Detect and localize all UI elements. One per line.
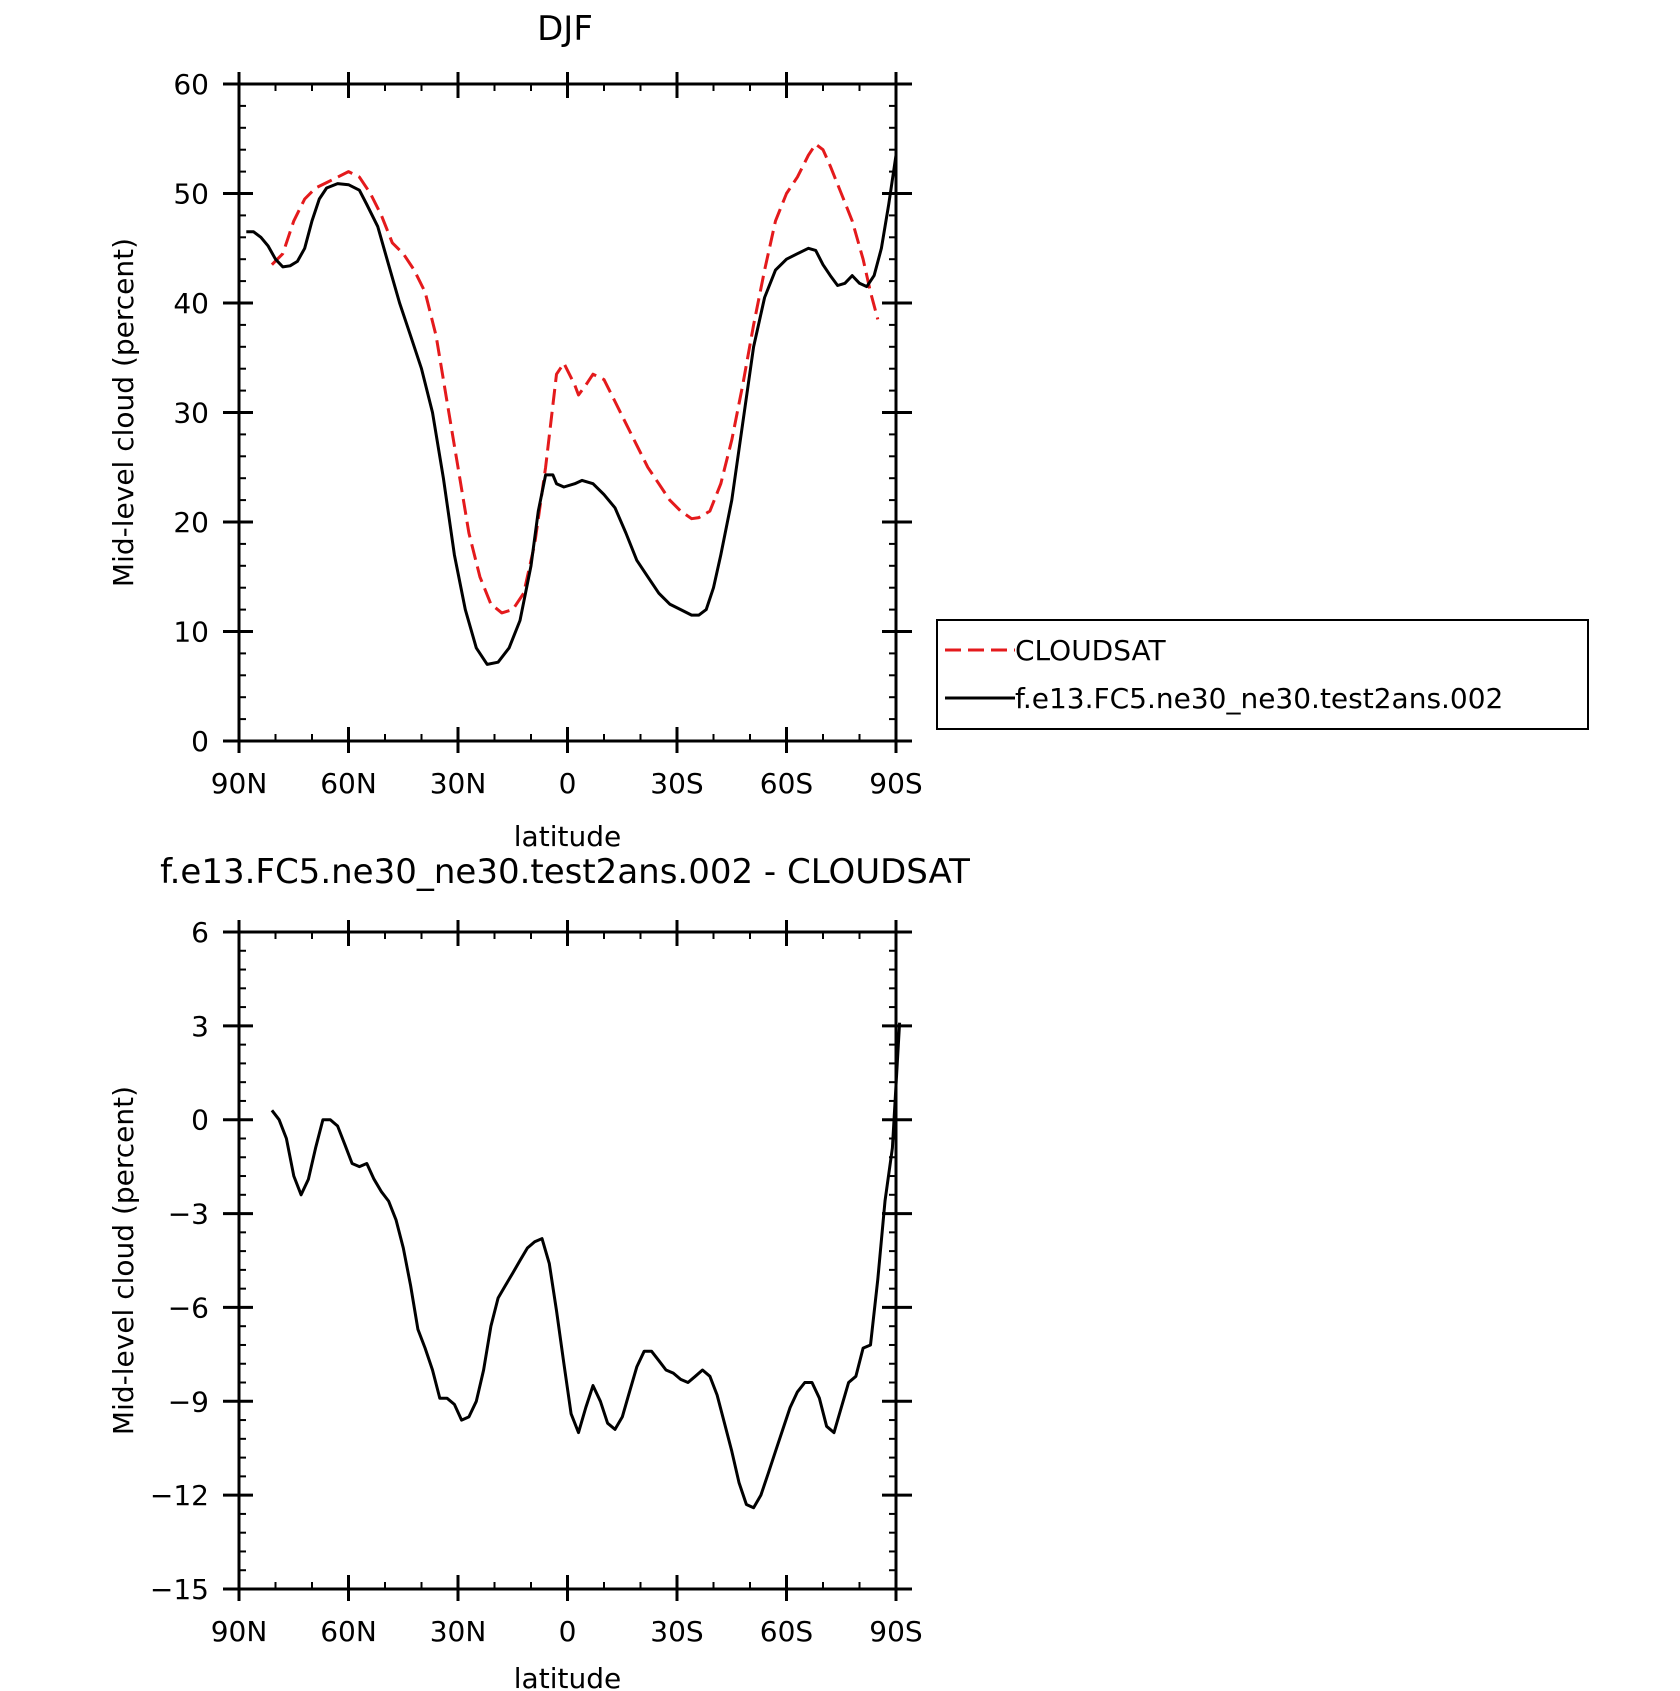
x-tick-label: 30N <box>430 767 487 800</box>
chart-title: DJF <box>537 9 593 49</box>
y-tick-label: 30 <box>173 397 209 430</box>
x-tick-label: 0 <box>559 1615 577 1648</box>
x-tick-label: 30S <box>650 767 703 800</box>
plot-frame <box>237 930 898 1591</box>
x-tick-label: 60N <box>320 1615 377 1648</box>
x-tick-label: 30S <box>650 1615 703 1648</box>
chart-panel-1: DJF 90N 60N 30N 0 30S 60S 90S 0 10 20 30 40 50 60 latit… <box>107 9 1589 853</box>
series-line-1 <box>270 1022 902 1510</box>
y-tick-label: 6 <box>191 916 209 949</box>
x-tick-label: 90S <box>869 767 922 800</box>
x-tick-label: 60S <box>760 1615 813 1648</box>
x-tick-label: 90N <box>211 1615 268 1648</box>
legend-box <box>936 619 1589 730</box>
y-tick-label: 0 <box>191 725 209 758</box>
x-tick-label: 90N <box>211 767 268 800</box>
series-line-2 <box>246 154 898 666</box>
y-tick-label: 50 <box>173 178 209 211</box>
y-tick-label: −6 <box>168 1291 209 1324</box>
series-line-1 <box>270 142 880 615</box>
legend: CLOUDSAT f.e13.FC5.ne30_ne30.test2ans.002 <box>936 619 1589 730</box>
y-tick-label: −9 <box>168 1385 209 1418</box>
y-tick-label: 20 <box>173 506 209 539</box>
y-tick-label: 10 <box>173 616 209 649</box>
legend-label: CLOUDSAT <box>1015 634 1167 667</box>
y-tick-label: 3 <box>191 1010 209 1043</box>
y-tick-label: 60 <box>173 68 209 101</box>
x-tick-label: 0 <box>559 767 577 800</box>
x-tick-label: 90S <box>869 1615 922 1648</box>
y-tick-label: −3 <box>168 1198 209 1231</box>
y-tick-label: 40 <box>173 287 209 320</box>
chart-title: f.e13.FC5.ne30_ne30.test2ans.002 - CLOUD… <box>160 852 970 892</box>
legend-label: f.e13.FC5.ne30_ne30.test2ans.002 <box>1015 682 1503 715</box>
y-tick-label: −15 <box>150 1573 209 1606</box>
x-tick-label: 30N <box>430 1615 487 1648</box>
y-tick-label: 0 <box>191 1104 209 1137</box>
y-tick-label: −12 <box>150 1479 209 1512</box>
y-axis-title: Mid-level cloud (percent) <box>107 238 140 587</box>
x-axis-title: latitude <box>514 820 621 853</box>
chart-panel-2: f.e13.FC5.ne30_ne30.test2ans.002 - CLOUD… <box>107 852 970 1691</box>
x-axis-title: latitude <box>514 1662 621 1691</box>
x-tick-label: 60S <box>760 767 813 800</box>
x-tick-label: 60N <box>320 767 377 800</box>
y-axis-title: Mid-level cloud (percent) <box>107 1086 140 1435</box>
